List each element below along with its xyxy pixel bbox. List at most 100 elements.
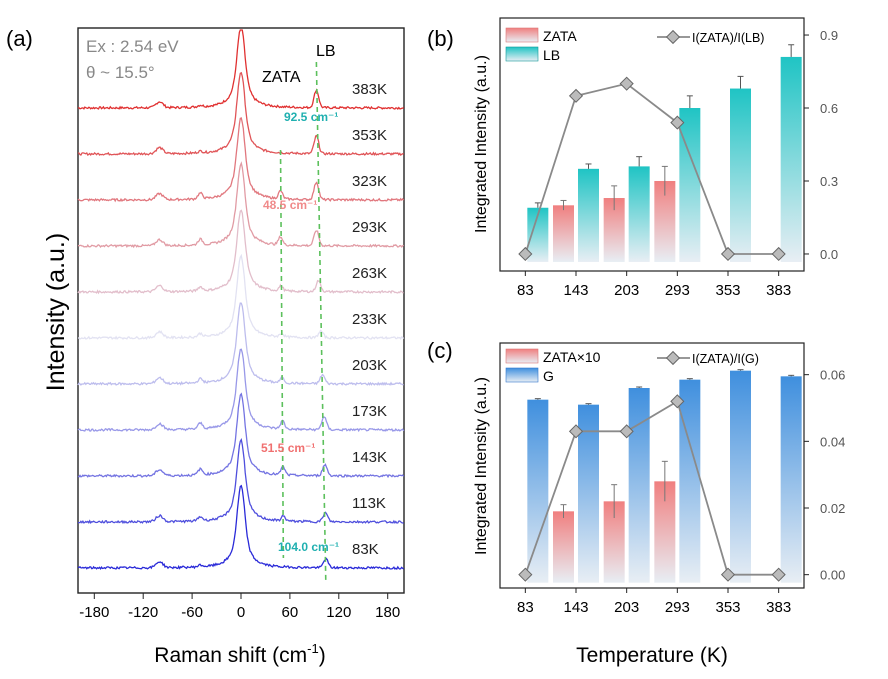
panel-c-label: (c) bbox=[427, 338, 453, 363]
x-tick-label-143: 143 bbox=[563, 599, 588, 616]
lb-label: LB bbox=[316, 43, 336, 60]
panel-b: (b) 83 143 203 293 353 383 0.0 0.3 0.6 0.9 Integr… bbox=[427, 17, 838, 299]
temperature-label-263K: 263K bbox=[352, 265, 387, 282]
ratio-point-383 bbox=[771, 246, 786, 262]
bar-LB-83 bbox=[527, 207, 549, 262]
x-tick-label-383: 383 bbox=[766, 599, 791, 616]
bar-G-203 bbox=[628, 388, 650, 583]
x-tick-label-203: 203 bbox=[614, 599, 639, 616]
spectrum-203K bbox=[77, 302, 404, 387]
x-tick-label-293: 293 bbox=[665, 282, 690, 299]
excitation-annotation: Ex : 2.54 eV bbox=[86, 37, 179, 56]
ratio-point-293 bbox=[670, 394, 685, 409]
legend-label-zata: ZATA bbox=[543, 28, 577, 44]
spectrum-113K bbox=[77, 437, 404, 525]
x-tick-label-83: 83 bbox=[517, 599, 534, 616]
ratio-line bbox=[524, 82, 779, 255]
shift-label-lb-383: 92.5 cm⁻¹ bbox=[284, 110, 338, 124]
spectrum-263K bbox=[77, 209, 404, 295]
bar-G-143 bbox=[578, 404, 599, 583]
panel-c-legend: ZATA×10 G I(ZATA)/I(G) bbox=[505, 348, 759, 384]
legend-marker-ratio-b bbox=[665, 29, 681, 45]
bar-LB-203 bbox=[628, 166, 650, 262]
bar-ZATA×10-293 bbox=[654, 481, 676, 583]
spectrum-233K bbox=[78, 253, 405, 341]
ratio-point-383 bbox=[771, 567, 786, 582]
legend-swatch-zata10 bbox=[505, 348, 539, 364]
ratio-point-203 bbox=[619, 76, 634, 91]
temperature-label-323K: 323K bbox=[352, 173, 387, 190]
ratio-line bbox=[524, 399, 779, 576]
ratio-point-143 bbox=[568, 88, 584, 103]
bar-ZATA-203 bbox=[603, 198, 625, 262]
panel-a: (a) Ex : 2.54 eV θ ~ 15.5° ZATA LB 383K3… bbox=[6, 26, 405, 667]
y-tick-label-0.6: 0.6 bbox=[820, 101, 838, 116]
legend-label-lb: LB bbox=[543, 47, 560, 63]
y-tick-label-0.9: 0.9 bbox=[820, 28, 838, 43]
panel-c-ylabel: Integrated Intensity (a.u.) bbox=[473, 377, 490, 555]
legend-marker-ratio-c bbox=[665, 350, 681, 366]
bar-ZATA-293 bbox=[654, 180, 676, 262]
shift-label-zata-143: 51.5 cm⁻¹ bbox=[261, 441, 315, 455]
bar-ZATA×10-143 bbox=[553, 511, 574, 583]
temperature-label-203K: 203K bbox=[352, 357, 387, 374]
temperature-label-353K: 353K bbox=[352, 127, 387, 144]
legend-label-ratio-c: I(ZATA)/I(G) bbox=[692, 352, 759, 366]
spectra-group: 383K 353K 323K 293K 263K 233K 203K 173K 143K 113K… bbox=[77, 29, 405, 581]
spectrum-323K bbox=[77, 117, 405, 203]
panel-b-legend: ZATA LB I(ZATA)/I(LB) bbox=[505, 27, 764, 63]
bar-G-83 bbox=[527, 399, 549, 583]
shared-xlabel-temperature: Temperature (K) bbox=[576, 644, 728, 667]
temperature-label-83K: 83K bbox=[352, 541, 379, 558]
panel-c-plot: 83 143 203 293 353 383 0.00 0.02 0.04 0.06 bbox=[517, 368, 845, 616]
temperature-label-293K: 293K bbox=[352, 219, 387, 236]
y-tick-label-0.3: 0.3 bbox=[820, 174, 838, 189]
y-tick-label-0.0: 0.0 bbox=[820, 247, 838, 262]
panel-c-frame bbox=[499, 342, 805, 589]
y-tick-label-0.00: 0.00 bbox=[820, 568, 845, 583]
temperature-label-143K: 143K bbox=[352, 449, 387, 466]
x-tick-label-293: 293 bbox=[665, 599, 690, 616]
bar-LB-143 bbox=[578, 168, 599, 262]
spectrum-83K bbox=[77, 484, 404, 570]
temperature-label-113K: 113K bbox=[352, 495, 386, 512]
shift-annotations: 92.5 cm⁻¹ 48.5 cm⁻¹ 51.5 cm⁻¹ 104.0 cm⁻¹ bbox=[261, 110, 339, 554]
bar-ZATA×10-203 bbox=[603, 501, 625, 583]
xlabel-superscript: -1 bbox=[307, 641, 319, 656]
panel-a-label: (a) bbox=[6, 26, 33, 51]
temperature-label-233K: 233K bbox=[352, 311, 387, 328]
panel-b-frame bbox=[499, 17, 805, 272]
y-tick-label-0.04: 0.04 bbox=[820, 434, 845, 449]
ratio-point-353 bbox=[720, 246, 736, 262]
x-tick-label: 0 bbox=[237, 604, 245, 621]
xlabel-main: Raman shift (cm bbox=[154, 644, 307, 667]
x-tick-label-83: 83 bbox=[517, 282, 534, 299]
bar-LB-353 bbox=[730, 88, 751, 262]
ratio-point-203 bbox=[619, 424, 634, 439]
temperature-label-173K: 173K bbox=[352, 403, 387, 420]
ratio-point-83 bbox=[518, 567, 533, 582]
xlabel-end: ) bbox=[319, 644, 326, 667]
spectrum-383K bbox=[77, 29, 405, 111]
x-tick-label: 180 bbox=[375, 604, 400, 621]
x-tick-label: -180 bbox=[79, 604, 109, 621]
x-tick-label: 120 bbox=[326, 604, 351, 621]
x-tick-label-353: 353 bbox=[715, 282, 740, 299]
legend-swatch-zata bbox=[505, 27, 539, 43]
panel-b-plot: 83 143 203 293 353 383 0.0 0.3 0.6 0.9 bbox=[517, 28, 838, 299]
bar-ZATA-143 bbox=[553, 205, 574, 262]
ratio-point-143 bbox=[568, 424, 584, 439]
x-tick-label-203: 203 bbox=[614, 282, 639, 299]
legend-swatch-lb bbox=[505, 46, 539, 62]
temperature-label-383K: 383K bbox=[352, 81, 387, 98]
x-tick-label: -60 bbox=[181, 604, 203, 621]
ratio-point-83 bbox=[518, 246, 533, 262]
x-tick-label: -120 bbox=[128, 604, 158, 621]
x-tick-label: 60 bbox=[282, 604, 299, 621]
bar-LB-383 bbox=[780, 56, 802, 262]
panel-b-label: (b) bbox=[427, 26, 454, 51]
legend-label-zata10: ZATA×10 bbox=[543, 349, 601, 365]
y-tick-label-0.02: 0.02 bbox=[820, 501, 845, 516]
panel-a-x-ticks: -180 -120 -60 0 60 120 180 bbox=[79, 593, 400, 621]
